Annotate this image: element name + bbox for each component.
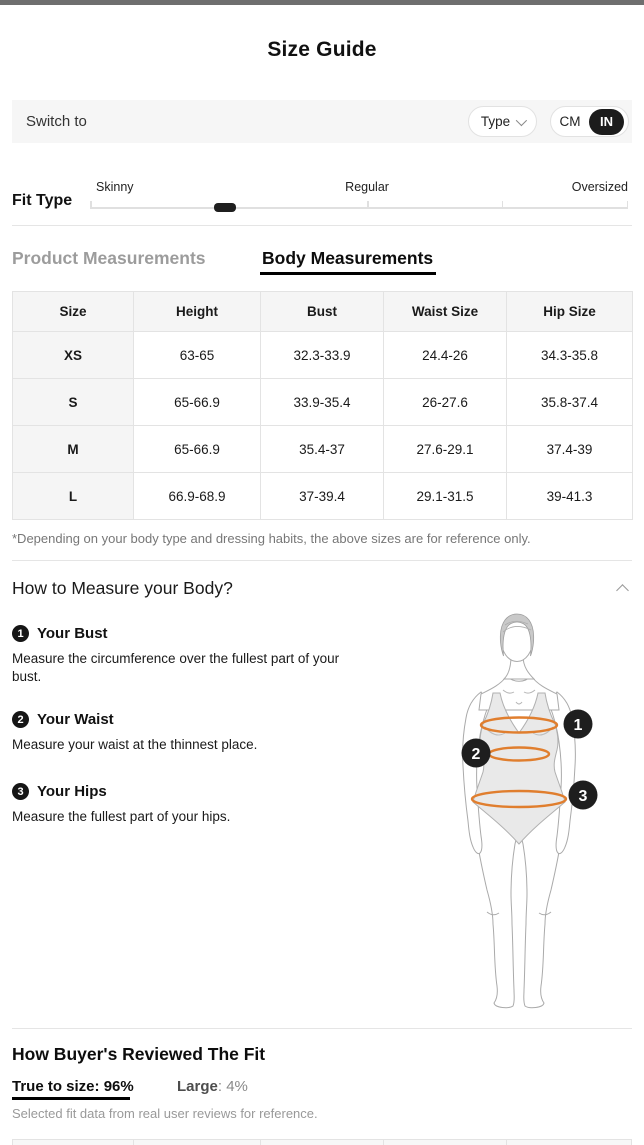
stat-large: Large: 4%: [177, 1078, 248, 1095]
measure-item-waist: 2 Your Waist: [12, 711, 114, 728]
cell-bust: 35.4-37: [260, 425, 384, 473]
slider-tick: [367, 201, 369, 208]
body-measurements-table: Size Height Bust Waist Size Hip Size XS …: [12, 291, 633, 520]
body-measurement-illustration: 1 2 3: [435, 606, 635, 1018]
cell-height: 65-66.9: [133, 425, 261, 473]
cell-hip: 37.4-39: [506, 425, 633, 473]
cell-size: L: [12, 472, 134, 520]
cell-height: 66.9-68.9: [133, 472, 261, 520]
badge-3: 3: [568, 780, 598, 810]
tab-body-measurements[interactable]: Body Measurements: [262, 248, 434, 268]
cell-waist: 24.4-26: [383, 331, 507, 379]
measure-item-title: Your Hips: [37, 783, 107, 800]
measure-item-desc: Measure the fullest part of your hips.: [12, 809, 231, 824]
cell-bust: 33.9-35.4: [260, 378, 384, 426]
collapse-chevron-up-icon[interactable]: [618, 584, 628, 594]
top-window-bar: [0, 0, 644, 5]
unit-option-in-selected[interactable]: IN: [589, 108, 624, 135]
stat-true-value: 96%: [103, 1078, 134, 1095]
partial-cell: [134, 1140, 261, 1145]
cell-waist: 29.1-31.5: [383, 472, 507, 520]
col-header-height: Height: [133, 291, 261, 332]
col-header-bust: Bust: [260, 291, 384, 332]
slider-label-oversized: Oversized: [571, 180, 628, 194]
cell-hip: 39-41.3: [506, 472, 633, 520]
measure-item-title: Your Waist: [37, 711, 114, 728]
svg-text:3: 3: [579, 788, 588, 805]
number-badge-1: 1: [12, 625, 29, 642]
stat-large-label: Large: [177, 1078, 218, 1095]
slider-handle[interactable]: [213, 203, 236, 212]
measure-section-title: How to Measure your Body?: [12, 578, 233, 598]
cell-height: 65-66.9: [133, 378, 261, 426]
cell-size: M: [12, 425, 134, 473]
switch-bar: Switch to Type CM IN: [12, 100, 632, 143]
table-footnote: *Depending on your body type and dressin…: [12, 531, 531, 546]
cell-size: XS: [12, 331, 134, 379]
table-row: S 65-66.9 33.9-35.4 26-27.6 35.8-37.4: [12, 378, 633, 426]
cell-bust: 37-39.4: [260, 472, 384, 520]
slider-tick: [501, 201, 504, 208]
cell-bust: 32.3-33.9: [260, 331, 384, 379]
number-badge-3: 3: [12, 783, 29, 800]
hip-tape-line: [470, 789, 568, 809]
unit-toggle[interactable]: CM IN: [550, 106, 629, 137]
cell-hip: 35.8-37.4: [506, 378, 633, 426]
review-note: Selected fit data from real user reviews…: [12, 1106, 318, 1121]
next-table-partial: [12, 1139, 632, 1145]
cell-waist: 27.6-29.1: [383, 425, 507, 473]
partial-cell: [384, 1140, 507, 1145]
stat-true-to-size: True to size: 96%: [12, 1078, 134, 1095]
svg-text:2: 2: [472, 746, 481, 763]
col-header-size: Size: [12, 291, 134, 332]
divider: [12, 560, 632, 561]
female-figure-illustration: 1 2 3: [461, 613, 598, 1009]
svg-text:1: 1: [574, 717, 583, 734]
measure-item-hips: 3 Your Hips: [12, 783, 107, 800]
table-row: XS 63-65 32.3-33.9 24.4-26 34.3-35.8: [12, 331, 633, 379]
measure-item-bust: 1 Your Bust: [12, 625, 108, 642]
number-badge-2: 2: [12, 711, 29, 728]
col-header-hip: Hip Size: [506, 291, 633, 332]
measure-item-desc: Measure the circumference over the fulle…: [12, 651, 340, 685]
active-tab-underline: [260, 272, 436, 275]
slider-tick: [90, 201, 92, 208]
col-header-waist: Waist Size: [383, 291, 507, 332]
divider: [12, 1028, 632, 1029]
table-row: L 66.9-68.9 37-39.4 29.1-31.5 39-41.3: [12, 472, 633, 520]
tab-product-measurements[interactable]: Product Measurements: [12, 248, 206, 268]
table-header-row: Size Height Bust Waist Size Hip Size: [12, 291, 633, 332]
slider-tick: [626, 201, 628, 208]
unit-option-cm[interactable]: CM: [559, 114, 581, 129]
fit-type-slider[interactable]: Skinny Regular Oversized: [90, 178, 628, 214]
badge-2: 2: [461, 738, 491, 768]
measure-item-title: Your Bust: [37, 625, 108, 642]
chevron-down-icon: [515, 114, 528, 126]
stat-large-value: : 4%: [217, 1078, 248, 1095]
cell-waist: 26-27.6: [383, 378, 507, 426]
type-dropdown-button[interactable]: Type: [468, 106, 537, 137]
cell-size: S: [12, 378, 134, 426]
slider-label-skinny: Skinny: [96, 180, 134, 194]
fit-type-label: Fit Type: [12, 192, 73, 209]
page-title: Size Guide: [267, 38, 377, 61]
divider: [12, 225, 632, 226]
measure-item-desc: Measure your waist at the thinnest place…: [12, 737, 258, 752]
type-dropdown-label: Type: [480, 114, 511, 129]
cell-height: 63-65: [133, 331, 261, 379]
stat-true-label: True to size:: [12, 1078, 100, 1095]
table-row: M 65-66.9 35.4-37 27.6-29.1 37.4-39: [12, 425, 633, 473]
slider-label-regular: Regular: [345, 180, 389, 194]
review-section-title: How Buyer's Reviewed The Fit: [12, 1044, 266, 1064]
badge-1: 1: [563, 709, 593, 739]
stat-true-underline: [12, 1097, 130, 1100]
partial-cell: [13, 1140, 134, 1145]
cell-hip: 34.3-35.8: [506, 331, 633, 379]
partial-cell: [261, 1140, 384, 1145]
bust-tape-line: [479, 716, 559, 734]
slider-track[interactable]: [90, 207, 628, 209]
switch-to-label: Switch to: [26, 113, 87, 130]
